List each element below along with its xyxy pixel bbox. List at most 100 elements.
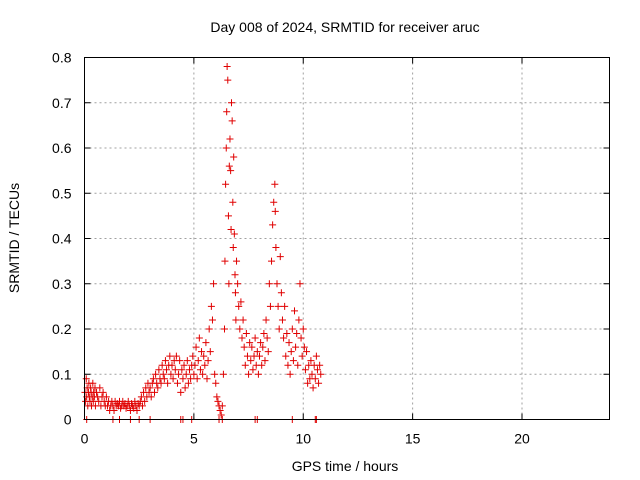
data-point	[192, 343, 200, 351]
data-point	[264, 348, 272, 356]
data-point	[201, 361, 209, 369]
data-point	[214, 397, 222, 405]
data-point	[227, 225, 235, 233]
data-point	[223, 108, 231, 116]
data-point	[167, 370, 175, 378]
data-point	[229, 244, 237, 252]
data-point	[183, 357, 191, 365]
data-point	[213, 393, 221, 401]
y-tick-label: 0.6	[52, 140, 72, 156]
data-point	[154, 384, 162, 392]
data-point	[82, 375, 90, 383]
data-point	[287, 348, 295, 356]
plot-frame	[84, 57, 610, 420]
data-point	[225, 162, 233, 170]
data-point	[265, 280, 273, 288]
data-point	[238, 334, 246, 342]
y-tick-label: 0	[64, 412, 72, 428]
data-point	[283, 330, 291, 338]
data-point	[175, 370, 183, 378]
data-point	[189, 352, 197, 360]
y-tick-label: 0.4	[52, 231, 72, 247]
data-point	[181, 384, 189, 392]
data-point	[169, 375, 177, 383]
data-point	[312, 352, 320, 360]
data-point	[222, 144, 230, 152]
data-point	[159, 370, 167, 378]
y-tick-label: 0.5	[52, 185, 72, 201]
data-point	[224, 76, 232, 84]
data-point	[263, 334, 271, 342]
data-point	[240, 343, 248, 351]
data-point	[234, 280, 242, 288]
y-tick-label: 0.2	[52, 321, 72, 337]
data-point	[93, 388, 101, 396]
data-point	[309, 384, 317, 392]
data-point	[147, 393, 155, 401]
data-point	[208, 316, 216, 324]
data-point	[277, 289, 285, 297]
data-point	[231, 271, 239, 279]
data-point	[195, 334, 203, 342]
data-points	[81, 63, 325, 423]
data-point	[180, 361, 188, 369]
data-point	[235, 302, 243, 310]
data-point	[247, 357, 255, 365]
data-point	[179, 375, 187, 383]
data-point	[260, 330, 268, 338]
data-point	[303, 348, 311, 356]
data-point	[292, 343, 300, 351]
data-point	[176, 357, 184, 365]
x-tick-label: 5	[190, 431, 198, 447]
data-point	[191, 361, 199, 369]
data-point	[313, 366, 321, 374]
data-point	[273, 280, 281, 288]
y-axis-title: SRMTID / TECUs	[6, 183, 22, 293]
data-point	[289, 357, 297, 365]
data-point	[295, 316, 303, 324]
data-point	[272, 244, 280, 252]
data-point	[257, 339, 265, 347]
data-point	[296, 280, 304, 288]
data-point	[204, 357, 212, 365]
data-point	[200, 352, 208, 360]
chart-title: Day 008 of 2024, SRMTID for receiver aru…	[210, 19, 479, 35]
data-point	[246, 339, 254, 347]
data-point	[245, 370, 253, 378]
data-point	[160, 375, 168, 383]
data-point	[226, 135, 234, 143]
data-point	[271, 180, 279, 188]
data-point	[211, 370, 219, 378]
data-point	[278, 316, 286, 324]
data-point	[199, 370, 207, 378]
grid-lines	[84, 57, 610, 420]
data-point	[149, 375, 157, 383]
data-point	[221, 257, 229, 265]
data-point	[307, 357, 315, 365]
data-point	[99, 388, 107, 396]
data-point	[222, 180, 230, 188]
data-point	[243, 352, 251, 360]
data-point	[297, 334, 305, 342]
data-point	[173, 379, 181, 387]
data-point	[184, 379, 192, 387]
data-point	[311, 375, 319, 383]
data-point	[141, 397, 149, 405]
data-point	[294, 361, 302, 369]
data-point	[228, 99, 235, 107]
data-point	[166, 352, 174, 360]
data-point	[133, 406, 141, 414]
data-point	[233, 257, 241, 265]
data-point	[224, 212, 232, 220]
data-point	[155, 366, 163, 374]
data-point	[110, 406, 118, 414]
data-point	[253, 348, 261, 356]
data-point	[256, 352, 263, 360]
data-point	[151, 388, 158, 396]
data-point	[187, 375, 195, 383]
data-point	[194, 357, 202, 365]
data-point	[288, 325, 296, 333]
y-tick-label: 0.1	[52, 366, 72, 382]
